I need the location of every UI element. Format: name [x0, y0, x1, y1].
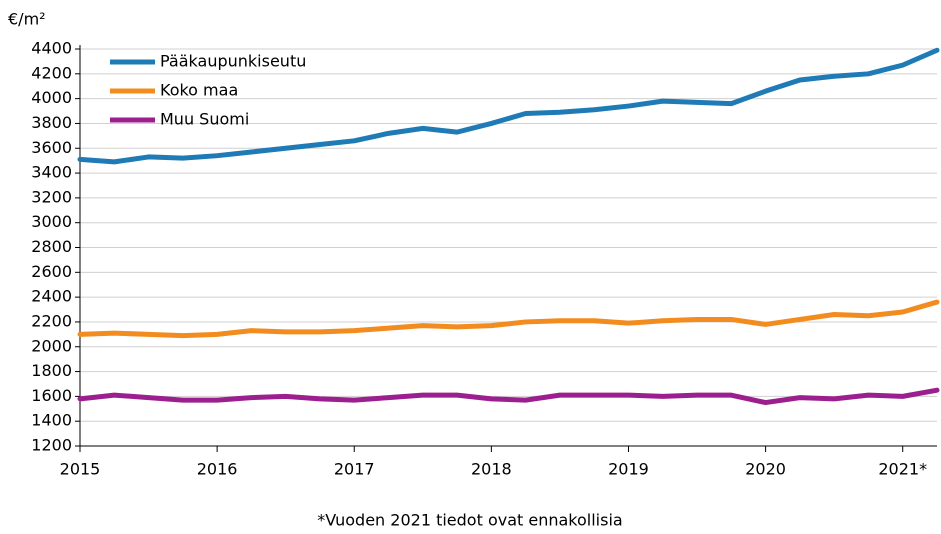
x-tick-label: 2015: [60, 460, 101, 479]
legend-label: Pääkaupunkiseutu: [160, 52, 306, 71]
y-tick-label: 3400: [31, 163, 72, 182]
series-line: [77, 387, 940, 406]
y-tick-label: 2200: [31, 311, 72, 330]
x-tick-label: 2020: [745, 460, 786, 479]
x-tick-label: 2018: [471, 460, 512, 479]
y-tick-label: 2800: [31, 237, 72, 256]
series-line: [77, 299, 940, 339]
x-tick-label: 2019: [608, 460, 649, 479]
y-tick-label: 1200: [31, 436, 72, 455]
y-tick-label: 3000: [31, 212, 72, 231]
y-tick-label: 2600: [31, 262, 72, 281]
y-tick-label: 4200: [31, 63, 72, 82]
x-tick-label: 2017: [334, 460, 375, 479]
footnote: *Vuoden 2021 tiedot ovat ennakollisia: [317, 511, 622, 530]
legend-label: Muu Suomi: [160, 110, 249, 129]
y-axis-label: €/m²: [8, 10, 46, 29]
y-tick-label: 2400: [31, 287, 72, 306]
x-tick-label: 2016: [197, 460, 238, 479]
y-tick-label: 4400: [31, 39, 72, 58]
y-tick-label: 1400: [31, 411, 72, 430]
x-tick-label: 2021*: [878, 460, 927, 479]
y-tick-label: 1600: [31, 386, 72, 405]
y-tick-label: 1800: [31, 361, 72, 380]
y-tick-label: 3800: [31, 113, 72, 132]
legend-label: Koko maa: [160, 81, 238, 100]
y-tick-label: 4000: [31, 88, 72, 107]
y-tick-label: 2000: [31, 336, 72, 355]
y-tick-label: 3200: [31, 187, 72, 206]
series-line: [77, 47, 940, 165]
y-tick-label: 3600: [31, 138, 72, 157]
